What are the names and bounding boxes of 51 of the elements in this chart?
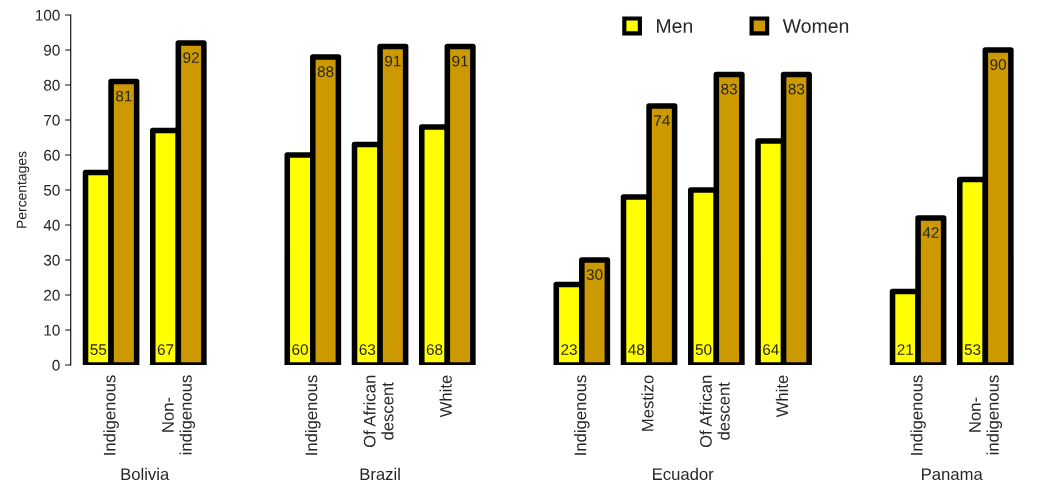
y-tick-label: 30 bbox=[43, 254, 60, 266]
data-label: 53 bbox=[964, 344, 981, 355]
y-tick-label: 60 bbox=[44, 149, 60, 161]
x-tick-label: Indigenous bbox=[574, 375, 590, 455]
data-label: 30 bbox=[586, 269, 603, 280]
x-tick-label: Mestizo bbox=[641, 375, 654, 431]
text: Bolivia bbox=[121, 467, 170, 481]
data-label: 67 bbox=[157, 344, 174, 355]
y-tick-label: 70 bbox=[44, 114, 60, 126]
data-label: 91 bbox=[452, 55, 468, 67]
data-label: 23 bbox=[561, 344, 577, 355]
data-label: 83 bbox=[788, 83, 805, 95]
y-axis-title: Percentages bbox=[16, 151, 30, 228]
x-tick-label: Indigenous bbox=[305, 375, 321, 455]
y-tick-label: 40 bbox=[43, 219, 60, 231]
data-label: 63 bbox=[359, 344, 376, 355]
data-label: 90 bbox=[990, 59, 1007, 70]
text: Brazil bbox=[360, 467, 400, 481]
y-tick-label: 90 bbox=[44, 44, 60, 56]
data-label: 64 bbox=[763, 344, 779, 355]
y-tick-label: 10 bbox=[44, 324, 60, 336]
data-label: 81 bbox=[116, 90, 132, 102]
x-tick-label: Non- indigenous bbox=[162, 375, 196, 455]
x-tick-label: White bbox=[775, 375, 789, 418]
y-tick-label: 0 bbox=[52, 359, 60, 371]
y-tick-label: 80 bbox=[43, 79, 60, 91]
x-tick-label: Of African descent bbox=[699, 375, 730, 448]
data-label: 50 bbox=[695, 344, 712, 355]
data-label: 92 bbox=[183, 52, 199, 63]
y-tick-label: 100 bbox=[35, 9, 60, 21]
data-label: 21 bbox=[897, 344, 914, 355]
data-label: 48 bbox=[628, 344, 645, 355]
legend-label: Women bbox=[782, 19, 849, 33]
data-label: 91 bbox=[385, 55, 401, 67]
x-tick-label: White bbox=[439, 375, 452, 418]
x-tick-label: Non- indigenous bbox=[969, 375, 1003, 455]
text: Panama bbox=[922, 468, 983, 481]
data-label: 83 bbox=[721, 83, 737, 95]
x-tick-label: Indigenous bbox=[103, 375, 119, 455]
data-label: 60 bbox=[292, 344, 308, 355]
data-label: 74 bbox=[654, 115, 670, 126]
text: Ecuador bbox=[653, 467, 714, 481]
y-tick-label: 20 bbox=[44, 289, 60, 301]
data-label: 88 bbox=[317, 66, 334, 77]
x-tick-label: Indigenous bbox=[910, 375, 926, 455]
data-label: 68 bbox=[426, 344, 443, 355]
legend-label: Men bbox=[657, 19, 692, 33]
data-label: 55 bbox=[90, 344, 107, 355]
y-tick-label: 50 bbox=[43, 184, 60, 196]
x-tick-label: Of African descent bbox=[363, 375, 394, 448]
data-label: 42 bbox=[922, 227, 939, 238]
